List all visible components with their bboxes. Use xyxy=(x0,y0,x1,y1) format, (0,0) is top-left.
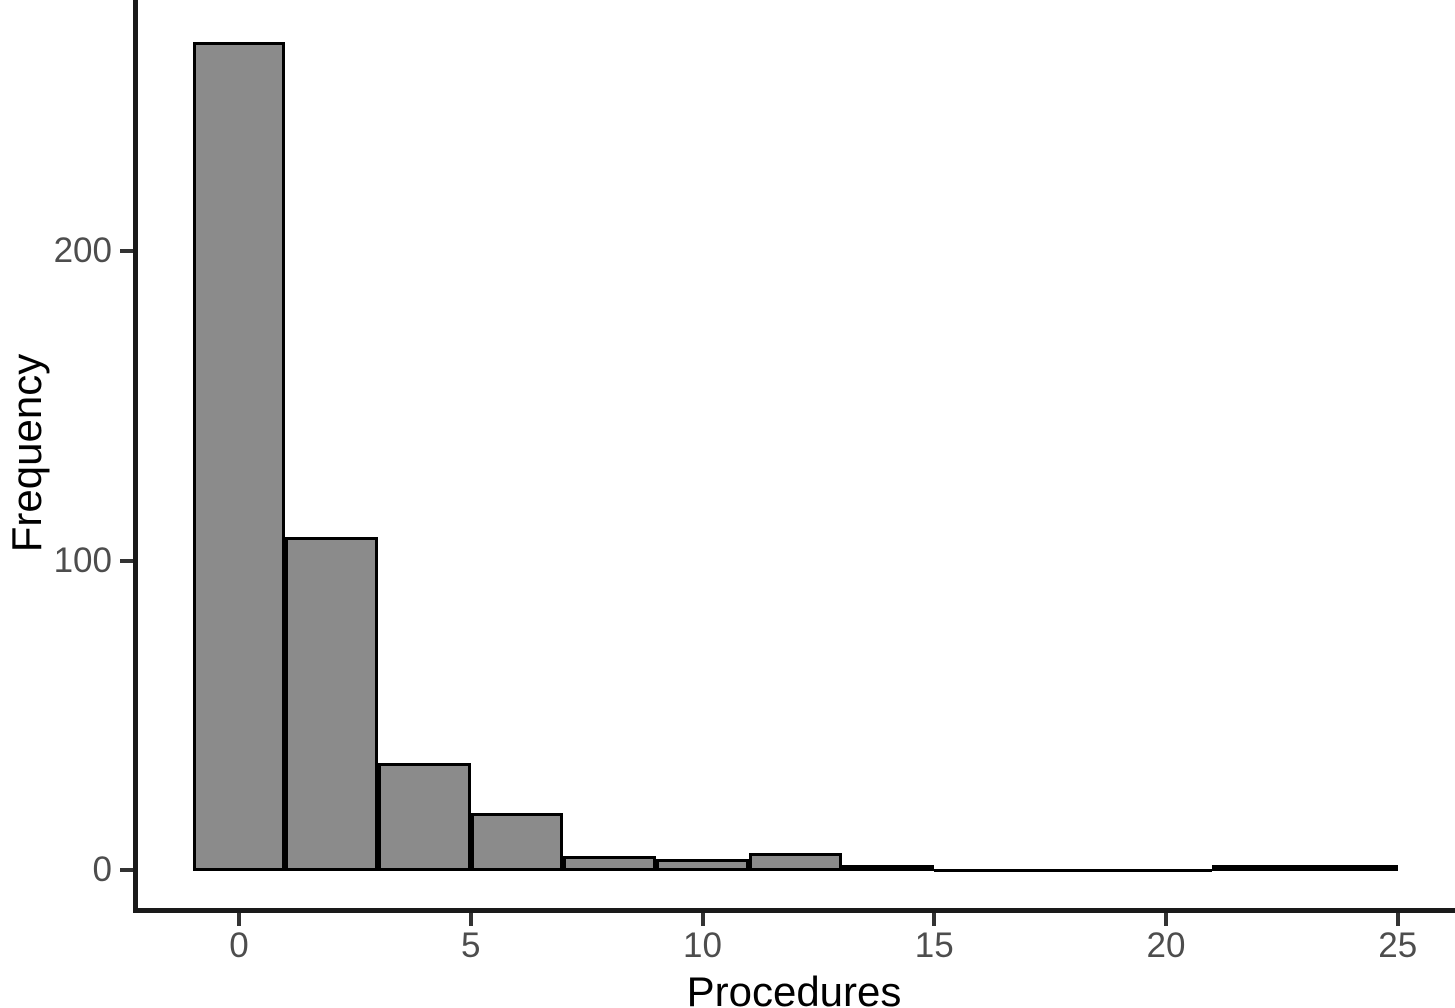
histogram-bar xyxy=(1119,868,1213,872)
histogram-bar xyxy=(563,856,657,872)
y-tick-label: 200 xyxy=(53,231,112,271)
histogram-bar xyxy=(285,537,379,872)
y-tick-label: 0 xyxy=(92,850,112,889)
histogram-bar xyxy=(934,868,1027,872)
histogram-bar xyxy=(1212,865,1306,872)
x-tick-mark xyxy=(468,913,473,926)
x-tick-label: 5 xyxy=(461,926,481,965)
x-tick-mark xyxy=(1395,913,1400,926)
histogram-bar xyxy=(378,763,471,872)
y-tick-mark xyxy=(120,868,133,872)
x-tick-label: 20 xyxy=(1146,926,1186,965)
y-axis-title: Frequency xyxy=(3,353,50,553)
y-tick-label: 100 xyxy=(53,540,112,580)
histogram-bar xyxy=(192,42,286,872)
x-axis-title: Procedures xyxy=(686,968,902,1008)
y-axis-line xyxy=(133,0,138,913)
x-tick-label: 25 xyxy=(1378,926,1418,965)
x-axis-line xyxy=(133,908,1455,913)
x-tick-mark xyxy=(237,913,241,926)
histogram-bar xyxy=(841,865,935,872)
x-tick-label: 15 xyxy=(914,926,954,965)
x-tick-mark xyxy=(932,913,937,926)
x-tick-label: 0 xyxy=(229,926,249,965)
histogram-bar xyxy=(1026,868,1120,872)
y-tick-mark xyxy=(120,249,133,254)
histogram-bar xyxy=(470,812,564,872)
x-tick-mark xyxy=(1164,913,1168,926)
x-tick-label: 10 xyxy=(683,926,722,965)
histogram-bar xyxy=(1305,865,1398,872)
histogram-bar xyxy=(656,859,749,872)
x-tick-mark xyxy=(700,913,705,926)
histogram-bar xyxy=(748,853,842,872)
y-tick-mark xyxy=(120,558,133,563)
